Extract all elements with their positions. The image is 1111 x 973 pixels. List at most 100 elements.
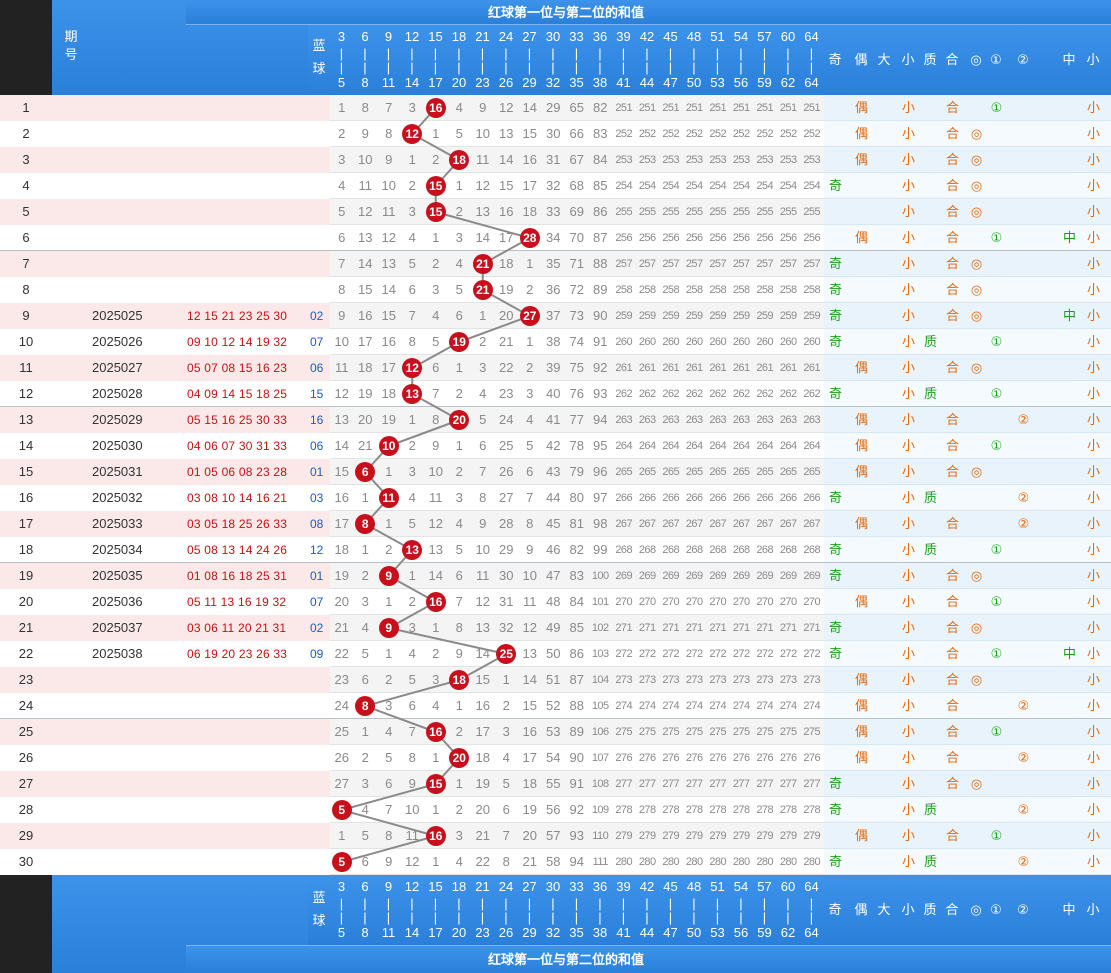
attr-mark: 奇 (828, 802, 842, 817)
miss-count: 4 (455, 256, 463, 271)
miss-count: 276 (662, 752, 680, 764)
miss-count: 44 (546, 490, 561, 505)
miss-count: 279 (803, 830, 821, 842)
number-bar: | (410, 46, 414, 61)
attr-mark: 小 (901, 256, 915, 271)
miss-count: 267 (709, 518, 727, 530)
attr-mark: 小 (901, 308, 915, 323)
miss-count: 267 (638, 518, 656, 530)
miss-count: 95 (593, 438, 608, 453)
miss-count: 257 (685, 258, 703, 270)
number-bottom-label: 26 (498, 925, 514, 940)
miss-count: 276 (709, 752, 727, 764)
miss-count: 254 (732, 180, 750, 192)
attr-mark: 合 (945, 282, 959, 297)
miss-count: 5 (526, 438, 534, 453)
number-bottom-label: 41 (616, 75, 631, 90)
attr-mark: ② (1017, 750, 1030, 765)
miss-count: 32 (546, 178, 561, 193)
miss-count: 14 (475, 646, 490, 661)
number-bar: | (715, 896, 720, 911)
number-top-label: 18 (451, 29, 467, 44)
miss-count: 278 (638, 804, 656, 816)
attr-mark: 小 (901, 100, 915, 115)
issue-number: 2025029 (92, 412, 143, 427)
miss-count: 17 (475, 724, 490, 739)
miss-count: 103 (591, 648, 609, 660)
attr-mark: 偶 (854, 464, 868, 479)
red-balls: 06 19 20 23 26 33 (187, 647, 288, 661)
number-top-label: 39 (616, 879, 631, 894)
miss-count: 274 (615, 700, 633, 712)
miss-count: 256 (756, 232, 774, 244)
miss-count: 2 (408, 594, 416, 609)
attr-mark: 合 (945, 516, 959, 531)
issue-number: 2025030 (92, 438, 143, 453)
miss-count: 263 (685, 414, 703, 426)
red-balls: 05 11 13 16 19 32 (187, 595, 287, 609)
miss-count: 259 (709, 310, 727, 322)
issue-number (92, 667, 186, 693)
number-top-label: 24 (498, 29, 514, 44)
miss-count: 267 (685, 518, 703, 530)
miss-count: 277 (615, 778, 633, 790)
table-row: 27 27 3 6 9 1 19 5 18 55 91 108 277 277 277 277 277 277 27… (0, 771, 1111, 797)
miss-count: 17 (358, 334, 373, 349)
blue-ball: 07 (310, 335, 324, 349)
footer-attr-3: 小 (901, 902, 915, 917)
attr-mark: 合 (945, 620, 959, 635)
attr-mark: 合 (945, 776, 959, 791)
blue-ball (310, 147, 330, 173)
miss-count: 2 (526, 360, 534, 375)
miss-count: 21 (522, 854, 537, 869)
red-balls: 05 08 13 14 24 26 (187, 543, 288, 557)
attr-mark: ① (990, 724, 1003, 739)
miss-count: 24 (499, 412, 514, 427)
miss-count: 11 (476, 152, 490, 167)
miss-count: 22 (499, 360, 514, 375)
miss-count: 1 (432, 126, 440, 141)
number-bar: | (339, 60, 344, 75)
sum-ball: 15 (425, 202, 446, 222)
miss-count: 255 (803, 206, 821, 218)
miss-count: 256 (685, 232, 703, 244)
miss-count: 280 (709, 856, 727, 868)
miss-count: 27 (499, 490, 514, 505)
attr-mark: 合 (945, 672, 959, 687)
miss-count: 9 (338, 308, 346, 323)
miss-count: 253 (732, 154, 750, 166)
attr-row-bg (824, 173, 1111, 199)
miss-count: 14 (522, 672, 537, 687)
number-bar: | (457, 60, 461, 75)
red-balls (187, 849, 309, 875)
miss-count: 2 (385, 672, 393, 687)
number-bar: | (551, 60, 555, 75)
footer-attr-5: 合 (945, 902, 959, 917)
miss-count: 4 (502, 750, 510, 765)
number-bar: | (457, 910, 461, 925)
miss-count: 8 (385, 828, 393, 843)
number-bar: | (480, 896, 485, 911)
number-bar: | (457, 896, 461, 911)
attr-row-bg (824, 485, 1111, 511)
footer-left-dark (0, 875, 52, 973)
attr-mark: 小 (901, 854, 915, 869)
number-grid-row (330, 303, 824, 329)
miss-count: 265 (756, 466, 774, 478)
miss-count: 269 (685, 570, 703, 582)
number-bar: | (668, 910, 673, 925)
miss-count: 26 (334, 750, 349, 765)
number-bar: | (621, 910, 626, 925)
miss-count: 262 (662, 388, 680, 400)
table-row: 13 2025029 05 15 16 25 30 33 16 13 20 19 1 8 5 24 4… (0, 407, 1111, 433)
issue-number (92, 797, 186, 823)
miss-count: 260 (638, 336, 656, 348)
miss-count: 254 (756, 180, 774, 192)
number-bottom-label: 8 (361, 925, 369, 940)
miss-count: 252 (638, 128, 656, 140)
miss-count: 271 (638, 622, 656, 634)
miss-count: 1 (338, 100, 346, 115)
attr-mark: 中 (1062, 230, 1076, 245)
attr-mark: 小 (1086, 854, 1100, 869)
number-bottom-label: 41 (616, 925, 631, 940)
